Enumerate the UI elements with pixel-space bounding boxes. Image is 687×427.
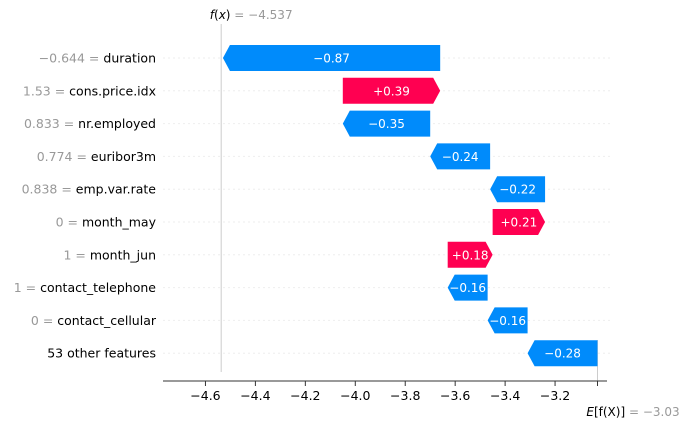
contribution-label: −0.22 bbox=[499, 183, 536, 197]
x-tick-label: −4.0 bbox=[340, 388, 370, 403]
efx-value: = −3.03 bbox=[625, 405, 679, 419]
x-tick-label: −3.2 bbox=[540, 388, 570, 403]
x-tick-label: −3.4 bbox=[490, 388, 520, 403]
contribution-label: −0.16 bbox=[449, 281, 486, 295]
feature-name: duration bbox=[103, 51, 156, 66]
feature-labels: −0.644 = duration 1.53 = cons.price.idx 0.… bbox=[14, 51, 157, 361]
fx-prefix: f bbox=[210, 8, 216, 22]
contribution-bar bbox=[342, 110, 431, 137]
feature-value: 0 = bbox=[56, 215, 82, 230]
contribution-bar bbox=[487, 307, 528, 334]
feature-name: euribor3m bbox=[91, 149, 156, 164]
feature-row-label: 0 = contact_cellular bbox=[31, 313, 157, 328]
reference-lines bbox=[220, 24, 599, 382]
feature-row-label: 0.838 = emp.var.rate bbox=[22, 182, 157, 197]
feature-value: 1 = bbox=[14, 280, 40, 295]
contribution-label: −0.28 bbox=[544, 347, 581, 361]
fx-arg: x bbox=[218, 8, 227, 22]
contribution-bar bbox=[447, 241, 493, 268]
x-axis: −4.6 −4.4 −4.2 −4.0 −3.8 −3.6 −3.4 −3.2 bbox=[163, 380, 607, 403]
feature-row-label: −0.644 = duration bbox=[39, 51, 156, 66]
feature-value: 0 = bbox=[31, 313, 57, 328]
efx-annotation: E[f(X)] = −3.03 bbox=[586, 405, 679, 419]
efx-prefix: E bbox=[586, 405, 594, 419]
fx-open-paren: ( bbox=[214, 8, 219, 22]
feature-row-label: 53 other features bbox=[47, 346, 156, 361]
feature-row-label: 1 = contact_telephone bbox=[14, 280, 157, 295]
fx-close-paren: ) bbox=[226, 8, 231, 22]
contribution-label: −0.87 bbox=[313, 52, 350, 66]
fx-value: = −4.537 bbox=[230, 8, 292, 22]
contribution-label: −0.16 bbox=[489, 314, 526, 328]
feature-row-label: 1.53 = cons.price.idx bbox=[23, 83, 156, 98]
feature-row-label: 0 = month_may bbox=[56, 215, 157, 230]
contribution-label: −0.24 bbox=[442, 150, 479, 164]
feature-name: month_jun bbox=[90, 247, 156, 262]
feature-value: −0.644 = bbox=[39, 51, 104, 66]
x-tick-label: −4.6 bbox=[190, 388, 220, 403]
feature-name: contact_cellular bbox=[57, 313, 157, 328]
feature-value: 1 = bbox=[63, 247, 89, 262]
x-tick-label: −3.8 bbox=[390, 388, 420, 403]
feature-name: month_may bbox=[82, 215, 157, 230]
feature-value: 0.833 = bbox=[24, 116, 78, 131]
feature-value: 0.838 = bbox=[22, 182, 76, 197]
fx-annotation: f(x) = −4.537 bbox=[210, 8, 293, 22]
x-tick-label: −4.2 bbox=[290, 388, 320, 403]
efx-inner: [f(X)] bbox=[594, 405, 625, 419]
feature-row-label: 1 = month_jun bbox=[63, 247, 156, 262]
contribution-label: −0.35 bbox=[368, 117, 405, 131]
contribution-bar bbox=[527, 340, 598, 367]
feature-value: 0.774 = bbox=[37, 149, 91, 164]
feature-value: 1.53 = bbox=[23, 83, 69, 98]
x-tick-label: −4.4 bbox=[240, 388, 270, 403]
feature-row-label: 0.774 = euribor3m bbox=[37, 149, 156, 164]
feature-name: contact_telephone bbox=[40, 280, 156, 295]
contribution-label: +0.39 bbox=[373, 84, 410, 98]
feature-row-label: 0.833 = nr.employed bbox=[24, 116, 156, 131]
contribution-bar bbox=[430, 143, 491, 170]
x-tick-label: −3.6 bbox=[440, 388, 470, 403]
contribution-bar bbox=[492, 209, 546, 235]
contribution-label: +0.18 bbox=[452, 248, 489, 262]
contribution-bar bbox=[447, 274, 488, 301]
contribution-bars: −0.87 +0.39 −0.35 −0.24 −0.22 +0.21 +0.18 −0.16… bbox=[222, 45, 598, 367]
contribution-bar bbox=[490, 176, 546, 203]
contribution-bar bbox=[222, 45, 441, 71]
feature-name: emp.var.rate bbox=[76, 182, 156, 197]
feature-name: cons.price.idx bbox=[69, 83, 156, 98]
feature-name: 53 other features bbox=[47, 346, 156, 361]
feature-name: nr.employed bbox=[78, 116, 156, 131]
contribution-bar bbox=[342, 77, 441, 104]
contribution-label: +0.21 bbox=[500, 216, 537, 230]
